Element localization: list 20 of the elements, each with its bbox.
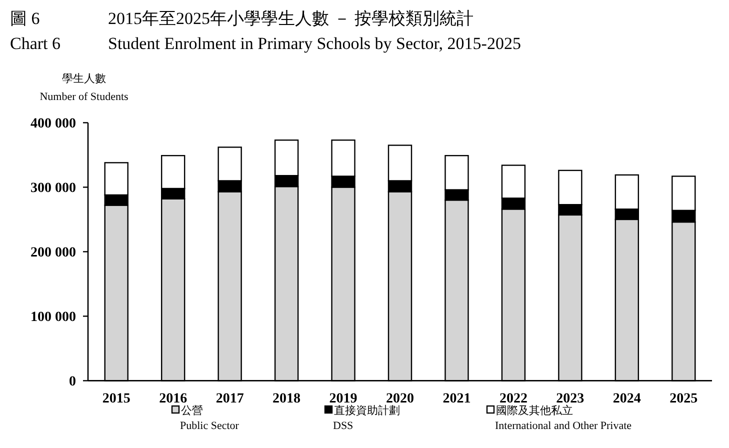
x-tick-label: 2017 xyxy=(216,392,244,407)
y-tick-label: 100 000 xyxy=(30,310,76,326)
x-tick-label: 2015 xyxy=(102,392,130,407)
x-tick-label: 2016 xyxy=(159,392,188,407)
x-tick-label: 2018 xyxy=(272,392,301,407)
caption: 圖 6 xyxy=(10,9,40,28)
legend-label: 公營 Public Sector xyxy=(180,404,240,432)
x-tick-label: 2024 xyxy=(612,392,641,407)
y-tick-label: 0 xyxy=(69,374,76,390)
x-tick-label: 2025 xyxy=(670,392,698,407)
legend-label: 國際及其他私立 International and Other Private xyxy=(495,404,632,432)
x-tick-label: 2021 xyxy=(442,392,471,407)
legend-label: 直接資助計劃 DSS xyxy=(333,404,400,432)
caption: Chart 6 xyxy=(10,34,61,53)
chart-subtitle: Student Enrolment in Primary Schools by Sector, 2015-2025 xyxy=(108,34,521,53)
y-tick-label: 400 000 xyxy=(30,116,76,132)
y-axis-title: 學生人數 Number of Students xyxy=(40,72,128,103)
chart-title: 2015年至2025年小學學生人數 － 按學校類別統計 xyxy=(108,9,474,28)
y-tick-label: 200 000 xyxy=(30,246,76,261)
y-tick-label: 300 000 xyxy=(30,181,76,196)
